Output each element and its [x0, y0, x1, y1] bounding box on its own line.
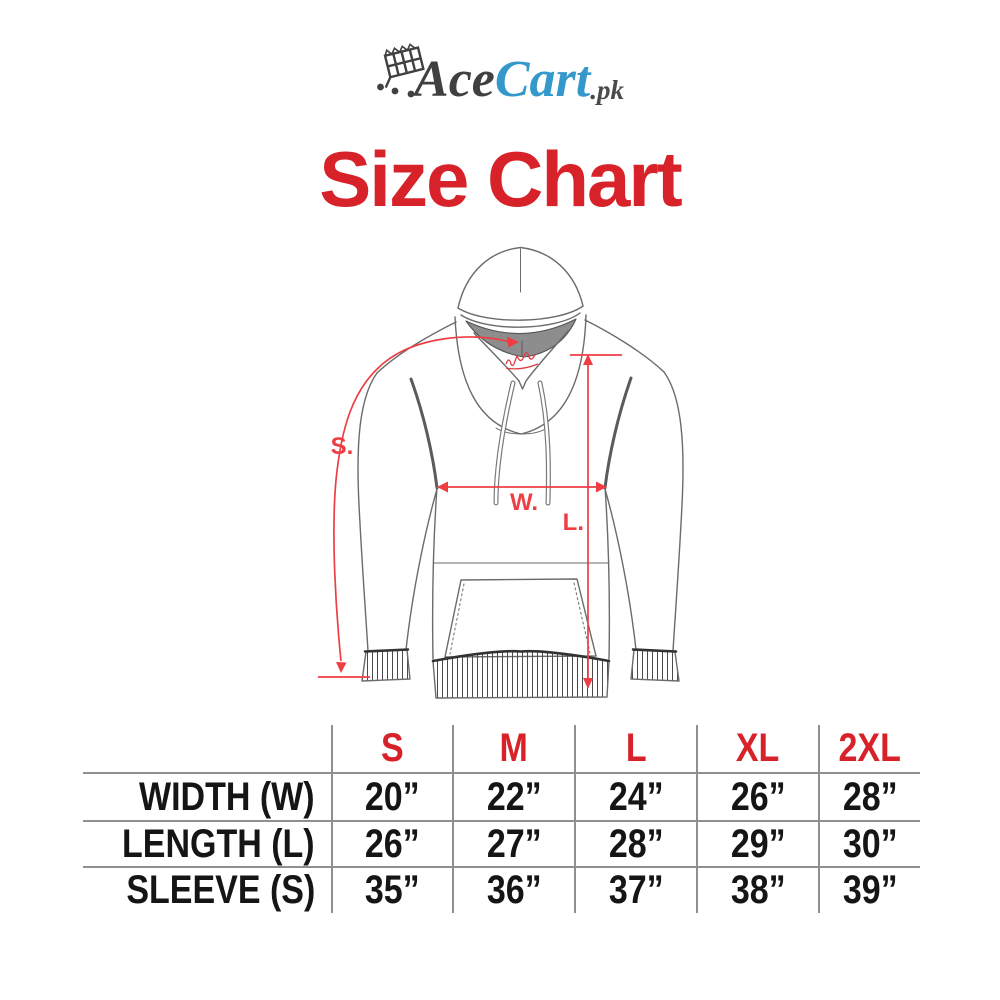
size-value-cell: 24” — [574, 772, 696, 820]
size-value-cell: 35” — [331, 866, 452, 913]
brand-name-primary: Ace — [414, 51, 495, 108]
drawstring-right — [537, 380, 551, 506]
right-sleeve — [604, 371, 684, 652]
size-value-cell: 36” — [452, 866, 574, 913]
measurement-annotations — [318, 336, 622, 689]
size-value-cell: 26” — [331, 820, 452, 866]
hoodie-diagram: S. W. L. — [318, 246, 684, 699]
shopping-cart-icon — [377, 43, 425, 98]
width-label: W. — [510, 489, 538, 516]
size-value-cell: 30” — [818, 820, 920, 866]
hood-lining — [465, 318, 577, 358]
width-measure-line — [437, 481, 607, 493]
size-col-header: L — [574, 725, 696, 772]
kangaroo-pocket — [444, 578, 597, 658]
sleeve-measure-line — [318, 336, 519, 678]
page-title: Size Chart — [319, 135, 682, 223]
left-cuff — [361, 648, 411, 682]
size-value-cell: 22” — [452, 772, 574, 820]
size-value-cell: 38” — [696, 866, 818, 913]
size-value-cell: 27” — [452, 820, 574, 866]
left-sleeve — [357, 372, 438, 652]
size-value-cell: 37” — [574, 866, 696, 913]
waistband — [431, 649, 611, 699]
garment-brand-scribble — [505, 352, 539, 370]
drawstring-left — [493, 380, 516, 506]
length-label: L. — [563, 509, 584, 536]
size-value-cell: 28” — [818, 772, 920, 820]
size-value-cell: 39” — [818, 866, 920, 913]
size-col-header: S — [331, 725, 452, 772]
size-value-cell: 29” — [696, 820, 818, 866]
table-corner-cell — [83, 725, 331, 772]
row-label-width: WIDTH (W) — [83, 772, 331, 820]
size-value-cell: 26” — [696, 772, 818, 820]
length-measure-line — [570, 354, 622, 689]
collar — [454, 314, 587, 435]
row-label-length: LENGTH (L) — [83, 820, 331, 866]
size-table: S M L XL 2XL WIDTH (W) 20” 22” 24” 26” 2… — [83, 725, 920, 913]
brand-name-secondary: Cart — [494, 51, 591, 108]
right-cuff — [630, 648, 680, 682]
size-value-cell: 28” — [574, 820, 696, 866]
row-label-sleeve: SLEEVE (S) — [83, 866, 331, 913]
brand-domain-suffix: .pk — [590, 75, 624, 105]
size-col-header: M — [452, 725, 574, 772]
sleeve-label: S. — [331, 433, 354, 460]
size-value-cell: 20” — [331, 772, 452, 820]
hood — [457, 246, 584, 358]
brand-logo: Ace Cart .pk — [0, 40, 1000, 106]
size-col-header: 2XL — [818, 725, 920, 772]
size-col-header: XL — [696, 725, 818, 772]
